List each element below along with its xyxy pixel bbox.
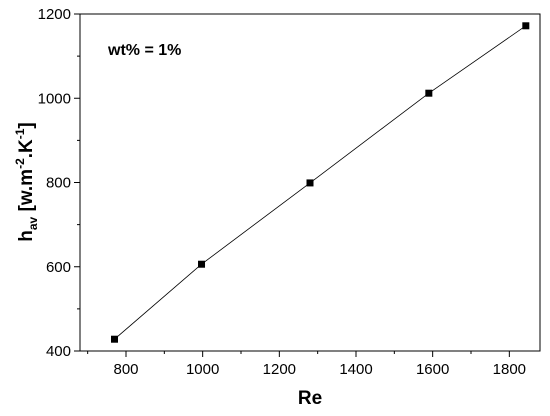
data-point-marker xyxy=(306,179,314,187)
y-tick-label: 600 xyxy=(46,259,71,276)
y-axis-title-units-mid: .K xyxy=(16,139,37,158)
series-layer xyxy=(111,22,530,343)
y-axis-ticks: 400 600 800 1000 1200 xyxy=(38,6,80,360)
x-tick-label: 1400 xyxy=(339,361,372,378)
y-axis-title-units-close: ] xyxy=(16,122,37,128)
y-axis-title-base: h xyxy=(16,230,37,242)
data-point-marker xyxy=(425,89,433,97)
x-tick-label: 1000 xyxy=(186,361,219,378)
x-tick-label: 1800 xyxy=(493,361,526,378)
series-line xyxy=(114,25,527,340)
x-tick-label: 1200 xyxy=(263,361,296,378)
y-tick-label: 1000 xyxy=(38,90,71,107)
data-point-marker xyxy=(522,22,530,30)
x-tick-label: 800 xyxy=(113,361,138,378)
annotation-text: wt% = 1% xyxy=(107,42,181,59)
x-axis-title: Re xyxy=(298,388,322,409)
y-tick-label: 1200 xyxy=(38,6,71,23)
y-axis-title-exp2: -1 xyxy=(13,128,27,139)
data-point-marker xyxy=(198,260,206,268)
y-tick-label: 400 xyxy=(46,343,71,360)
y-axis-title-exp1: -2 xyxy=(13,158,27,169)
x-axis-ticks: 800 1000 1200 1400 1600 1800 xyxy=(87,351,526,378)
y-axis-title: hav [w.m-2.K-1] xyxy=(13,122,40,242)
y-axis-title-units-open: [w.m xyxy=(16,169,37,217)
data-point-marker xyxy=(111,335,118,343)
y-axis-title-sub: av xyxy=(26,216,40,230)
x-tick-label: 1600 xyxy=(416,361,449,378)
y-tick-label: 800 xyxy=(46,175,71,192)
